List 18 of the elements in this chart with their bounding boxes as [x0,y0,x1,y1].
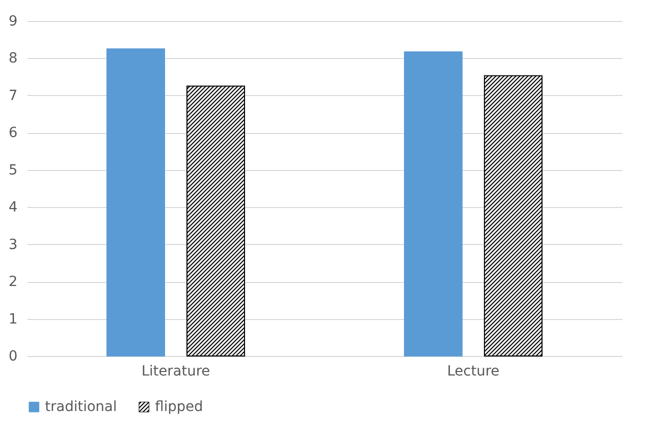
legend-label: traditional [45,399,117,415]
y-tick-label: 1 [8,311,18,328]
y-tick-label: 0 [8,348,18,364]
y-tick-label: 6 [8,125,18,142]
bar [106,48,166,356]
y-tick-label: 2 [8,274,18,290]
y-tick-label: 9 [8,14,18,30]
legend-label: flipped [155,399,203,415]
y-tick-label: 7 [8,88,18,104]
bar [404,51,463,356]
bar [484,75,543,356]
x-tick-label: Lecture [447,364,500,380]
y-tick-label: 3 [8,236,18,253]
x-tick-label: Literature [141,364,210,380]
y-tick-label: 5 [8,162,18,178]
bar [186,86,246,356]
y-tick-label: 4 [8,200,18,216]
y-tick-label: 8 [8,50,18,67]
